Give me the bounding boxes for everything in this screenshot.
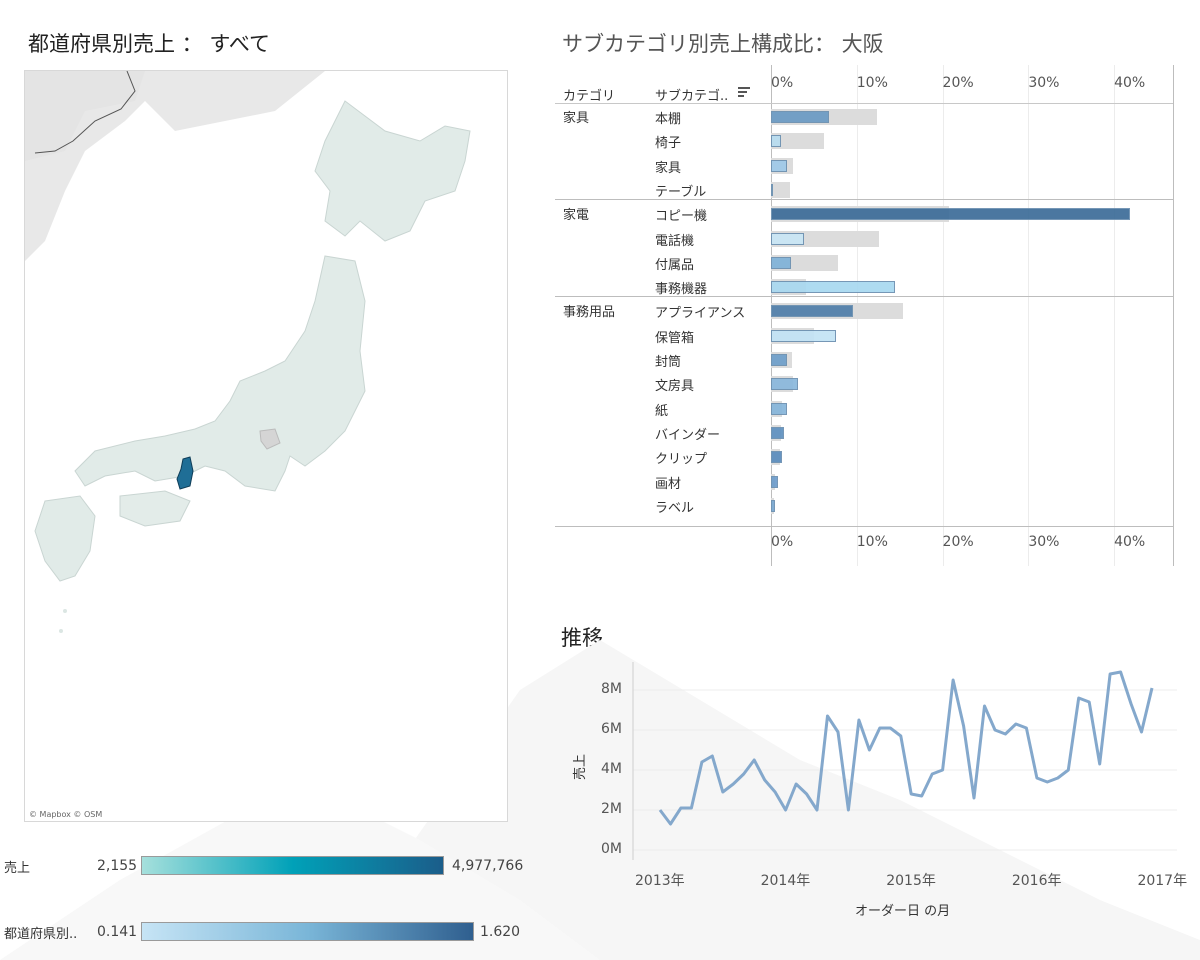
subcategory-label: 保管箱 bbox=[655, 330, 695, 346]
value-bar[interactable] bbox=[771, 111, 830, 123]
value-bar[interactable] bbox=[771, 475, 778, 488]
sales-trend-chart: 売上 オーダー日 の月 0M 2M 4M 6M 8M 2013年 2014年 2015年 201… bbox=[555, 650, 1187, 950]
category-label: 事務用品 bbox=[563, 305, 616, 321]
group-divider bbox=[555, 199, 1173, 201]
x-tick-label: 2014年 bbox=[760, 873, 811, 889]
subcategory-label: 紙 bbox=[655, 403, 669, 419]
prefecture-color-ramp bbox=[141, 922, 474, 941]
subcategory-label: クリップ bbox=[655, 452, 708, 468]
bottom-axis-line bbox=[555, 526, 1173, 528]
axis-tick-bottom: 40% bbox=[1114, 534, 1146, 551]
axis-tick-top: 40% bbox=[1114, 75, 1146, 91]
y-tick-label: 4M bbox=[601, 761, 622, 777]
subcategory-label: テーブル bbox=[655, 184, 707, 200]
y-tick-label: 8M bbox=[601, 681, 622, 697]
prefecture-legend-min: 0.141 bbox=[97, 924, 138, 940]
y-tick-label: 6M bbox=[601, 721, 622, 737]
y-tick-label: 0M bbox=[601, 841, 622, 857]
subcategory-bar-chart: カテゴリ サブカテゴ.. 0% 0% 10% 10% 20% 20% 30% 30% 40% 40… bbox=[555, 65, 1180, 567]
subcategory-label: 電話機 bbox=[655, 233, 695, 249]
category-label: 家電 bbox=[563, 208, 590, 224]
axis-tick-top: 10% bbox=[856, 75, 888, 91]
y-axis-title: 売上 bbox=[573, 753, 588, 780]
plot-right-border bbox=[1173, 65, 1174, 567]
subcategory-label: 画材 bbox=[655, 476, 682, 492]
japan-map[interactable]: © Mapbox © OSM bbox=[24, 70, 508, 822]
value-bar[interactable] bbox=[771, 232, 804, 245]
honshu-shape bbox=[74, 255, 366, 492]
grid-line bbox=[1028, 65, 1030, 567]
y-tick-label: 2M bbox=[601, 801, 622, 817]
subcategory-label: アプライアンス bbox=[655, 306, 746, 322]
sales-legend-label: 売上 bbox=[4, 861, 31, 876]
sales-legend-min: 2,155 bbox=[97, 858, 138, 874]
header-divider bbox=[555, 103, 1173, 104]
map-title: 都道府県別売上 ： すべて bbox=[28, 32, 271, 56]
line-chart-canvas bbox=[632, 662, 1177, 860]
hokkaido-shape bbox=[314, 100, 471, 242]
value-bar[interactable] bbox=[771, 354, 788, 366]
axis-tick-bottom: 10% bbox=[856, 534, 888, 551]
sales-line[interactable] bbox=[658, 670, 1154, 826]
grid-line bbox=[1114, 65, 1116, 567]
subcategory-label: 本棚 bbox=[655, 112, 682, 127]
map-attribution: © Mapbox © OSM bbox=[29, 810, 103, 819]
subcategory-label: バインダー bbox=[655, 427, 721, 443]
axis-tick-top: 30% bbox=[1028, 75, 1060, 91]
value-bar[interactable] bbox=[771, 329, 837, 342]
value-bar[interactable] bbox=[771, 159, 788, 172]
axis-tick-bottom: 0% bbox=[771, 534, 794, 551]
grid-line bbox=[942, 65, 944, 567]
value-bar[interactable] bbox=[771, 135, 782, 148]
subcategory-label: 家具 bbox=[655, 160, 682, 176]
sort-icon[interactable] bbox=[738, 87, 750, 97]
sales-legend-max: 4,977,766 bbox=[452, 858, 524, 874]
subcategory-label: 椅子 bbox=[655, 136, 682, 152]
map-canvas bbox=[25, 71, 471, 633]
subcategory-label: 事務機器 bbox=[655, 282, 708, 298]
subcategory-header[interactable]: サブカテゴ.. bbox=[655, 89, 729, 104]
value-bar[interactable] bbox=[771, 281, 896, 294]
reference-bar bbox=[771, 133, 825, 150]
value-bar[interactable] bbox=[771, 183, 773, 196]
subcategory-label: コピー機 bbox=[655, 209, 708, 225]
axis-tick-top: 20% bbox=[942, 75, 974, 91]
value-bar[interactable] bbox=[771, 451, 783, 464]
category-label: 家具 bbox=[563, 111, 590, 126]
value-bar[interactable] bbox=[771, 305, 854, 318]
subcategory-label: 付属品 bbox=[655, 257, 695, 273]
value-bar[interactable] bbox=[771, 378, 799, 391]
x-tick-label: 2013年 bbox=[635, 873, 685, 889]
value-bar[interactable] bbox=[771, 208, 1131, 221]
axis-tick-bottom: 30% bbox=[1028, 534, 1060, 551]
value-bar[interactable] bbox=[771, 426, 784, 439]
bar-chart-title: サブカテゴリ別売上構成比： 大阪 bbox=[562, 32, 884, 56]
subcategory-label: ラベル bbox=[655, 500, 695, 516]
group-divider bbox=[555, 296, 1173, 298]
subcategory-label: 封筒 bbox=[655, 355, 682, 370]
axis-tick-top: 0% bbox=[771, 75, 794, 91]
osaka-prefecture bbox=[176, 456, 194, 490]
value-bar[interactable] bbox=[771, 402, 788, 415]
value-bar[interactable] bbox=[771, 256, 791, 269]
x-tick-label: 2017年 bbox=[1137, 873, 1188, 889]
axis-tick-bottom: 20% bbox=[942, 534, 974, 551]
shikoku-shape bbox=[119, 490, 191, 527]
subcategory-label: 文房具 bbox=[655, 379, 695, 395]
category-header: カテゴリ bbox=[563, 89, 616, 104]
x-tick-label: 2015年 bbox=[886, 873, 936, 889]
kyushu-shape bbox=[34, 495, 96, 582]
prefecture-legend-max: 1.620 bbox=[480, 924, 521, 940]
reference-bar bbox=[771, 181, 790, 198]
sales-color-ramp bbox=[141, 856, 444, 875]
x-tick-label: 2016年 bbox=[1011, 873, 1062, 889]
value-bar[interactable] bbox=[771, 499, 776, 512]
prefecture-legend-label: 都道府県別.. bbox=[4, 927, 78, 942]
x-axis-title: オーダー日 の月 bbox=[855, 904, 951, 919]
